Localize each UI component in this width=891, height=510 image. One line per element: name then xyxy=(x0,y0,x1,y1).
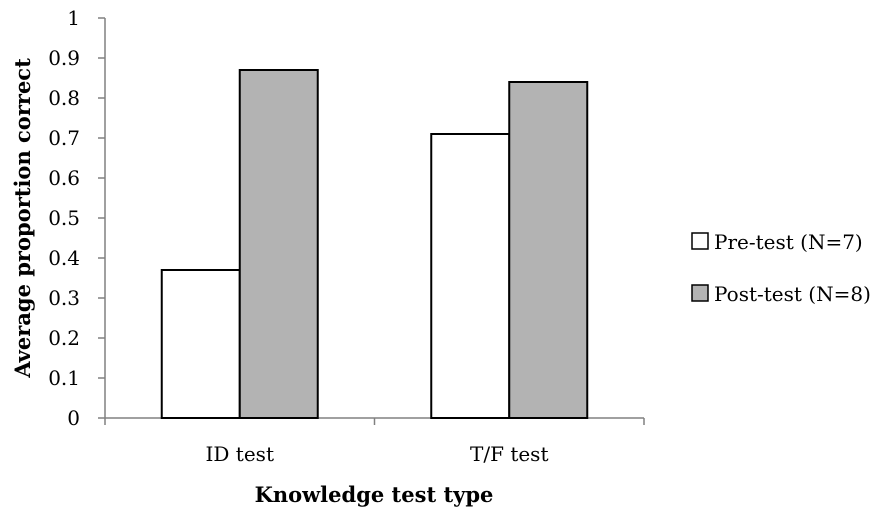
bar-pre-test-tf-test xyxy=(430,133,511,419)
x-tick-label: ID test xyxy=(206,442,274,466)
y-tick-label: 0.7 xyxy=(48,126,80,150)
bar-pre-test-id-test xyxy=(160,269,241,419)
y-axis: 0 0.1 0.2 0.3 0.4 0.5 0.6 0.7 0.8 0.9 1 xyxy=(48,6,106,430)
x-axis-title: Knowledge test type xyxy=(255,482,494,507)
y-tick-label: 0.4 xyxy=(48,246,80,270)
legend-swatch xyxy=(691,284,709,302)
y-tick-label: 0.6 xyxy=(48,166,80,190)
x-axis: ID test T/F test xyxy=(104,417,645,466)
y-tick-label: 0.5 xyxy=(48,206,80,230)
bar-post-test-id-test xyxy=(238,69,319,419)
x-tick-label: T/F test xyxy=(470,442,549,466)
legend-swatch xyxy=(691,232,709,250)
y-tick-label: 0.2 xyxy=(48,326,80,350)
y-tick-label: 0.9 xyxy=(48,46,80,70)
legend-label: Pre-test (N=7) xyxy=(714,230,863,254)
y-tick-label: 0.1 xyxy=(48,366,80,390)
y-tick-label: 0.3 xyxy=(48,286,80,310)
y-tick-label: 1 xyxy=(67,6,80,30)
legend: Pre-test (N=7) Post-test (N=8) xyxy=(691,230,871,306)
bar-post-test-tf-test xyxy=(508,81,589,419)
legend-label: Post-test (N=8) xyxy=(714,282,871,306)
y-axis-title: Average proportion correct xyxy=(10,58,35,379)
bars xyxy=(160,69,589,419)
y-tick-label: 0.8 xyxy=(48,86,80,110)
y-tick-label: 0 xyxy=(67,406,80,430)
